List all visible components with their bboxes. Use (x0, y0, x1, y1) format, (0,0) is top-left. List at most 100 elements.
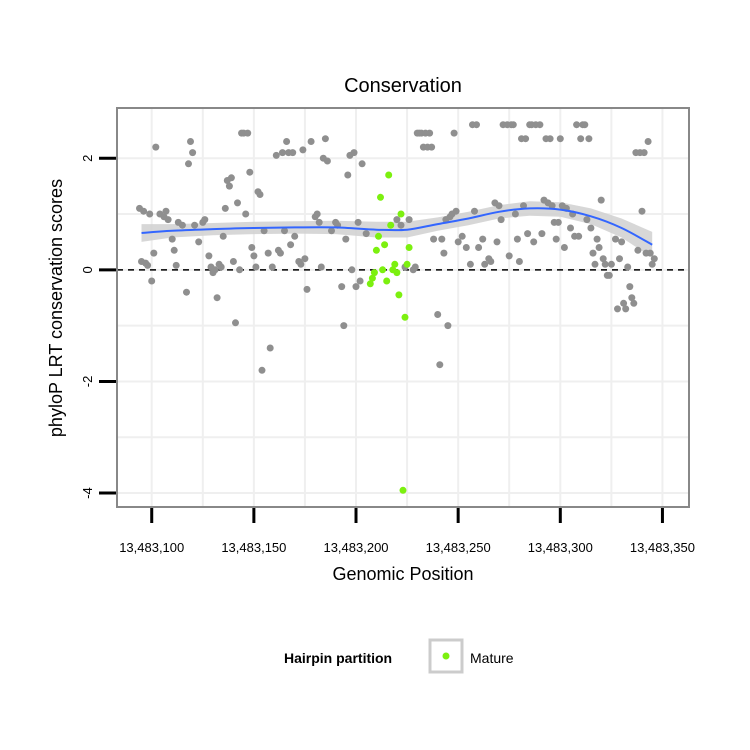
data-point-other (289, 149, 297, 157)
data-point-other (430, 235, 438, 243)
data-point-other (307, 138, 315, 145)
data-point-other (338, 283, 346, 291)
data-point-other (495, 202, 503, 210)
data-point-other (567, 224, 574, 232)
data-point-other (283, 138, 291, 145)
x-tick-label: 13,483,100 (119, 540, 184, 555)
data-point-other (624, 263, 632, 271)
data-point-mature (393, 269, 401, 277)
data-point-other (152, 143, 160, 151)
plot-panel (116, 107, 690, 508)
data-point-other (150, 249, 158, 257)
data-point-other (201, 216, 209, 224)
data-point-other (234, 199, 241, 207)
data-point-other (481, 260, 489, 268)
data-point-other (538, 230, 546, 238)
data-point-other (148, 277, 156, 285)
data-point-other (511, 210, 519, 218)
data-point-other (618, 238, 626, 246)
data-point-mature (401, 313, 409, 321)
data-point-other (287, 241, 295, 249)
data-point-other (303, 285, 311, 293)
data-point-other (146, 210, 154, 218)
data-point-other (191, 221, 199, 229)
data-point-other (493, 238, 501, 246)
data-point-other (244, 129, 252, 137)
data-point-other (205, 252, 213, 260)
data-point-other (462, 244, 470, 251)
data-point-other (440, 249, 448, 257)
data-point-other (246, 168, 254, 176)
data-point-other (187, 138, 194, 145)
data-point-other (536, 121, 544, 129)
data-point-other (601, 260, 609, 268)
data-point-other (236, 266, 244, 274)
data-point-other (522, 135, 530, 143)
data-point-other (605, 271, 613, 279)
data-point-other (260, 227, 268, 235)
data-point-other (505, 252, 513, 260)
data-point-other (356, 277, 364, 285)
data-point-other (548, 202, 556, 210)
data-point-other (164, 216, 172, 224)
data-point-other (626, 283, 634, 291)
data-point-other (607, 260, 615, 268)
data-point-other (264, 249, 272, 257)
points-other-series (136, 121, 658, 374)
data-point-other (479, 235, 487, 243)
data-point-other (444, 322, 452, 330)
data-point-other (301, 255, 309, 263)
data-point-other (172, 261, 180, 269)
data-point-other (546, 135, 554, 143)
data-point-other (397, 221, 405, 229)
data-point-other (475, 244, 483, 251)
y-tick-label: 2 (80, 155, 95, 162)
data-point-other (599, 255, 607, 263)
y-axis: -4 -2 0 2 (80, 155, 116, 499)
data-point-other (634, 246, 642, 254)
data-point-mature (391, 260, 399, 268)
x-tick-label: 13,483,300 (528, 540, 593, 555)
data-point-other (452, 207, 460, 215)
data-point-other (438, 235, 446, 243)
y-tick-label: -4 (80, 487, 95, 499)
data-point-other (426, 129, 434, 137)
data-point-mature (383, 277, 391, 285)
legend-mature-label: Mature (470, 650, 514, 666)
data-point-other (434, 311, 442, 318)
legend-title: Hairpin partition (284, 650, 392, 666)
data-point-mature (375, 232, 382, 240)
data-point-other (168, 235, 176, 243)
data-point-mature (381, 241, 389, 249)
data-point-other (162, 207, 170, 215)
data-point-other (436, 361, 444, 369)
data-point-other (250, 252, 258, 260)
data-point-other (291, 232, 299, 240)
x-tick-label: 13,483,350 (630, 540, 695, 555)
data-point-other (229, 258, 237, 265)
data-point-other (454, 238, 462, 246)
data-point-other (211, 266, 219, 274)
data-point-other (217, 263, 225, 271)
data-point-other (297, 260, 305, 268)
data-point-other (348, 266, 356, 274)
data-point-other (575, 232, 583, 240)
y-tick-label: -2 (80, 376, 95, 388)
data-point-other (317, 263, 325, 271)
data-point-other (195, 238, 203, 246)
data-point-other (258, 366, 266, 374)
legend-key-box (428, 638, 464, 674)
data-point-other (597, 196, 605, 204)
y-axis-label: phyloP LRT conservation scores (46, 179, 66, 437)
data-point-other (272, 151, 280, 159)
data-point-other (560, 244, 568, 251)
data-point-other (612, 235, 619, 243)
data-point-mature (377, 193, 384, 201)
data-point-other (515, 258, 523, 265)
panel-border (116, 107, 690, 508)
data-point-other (221, 204, 229, 212)
data-point-other (342, 235, 350, 243)
data-point-mature (379, 266, 387, 274)
data-point-other (227, 174, 235, 182)
data-point-other (266, 344, 274, 352)
